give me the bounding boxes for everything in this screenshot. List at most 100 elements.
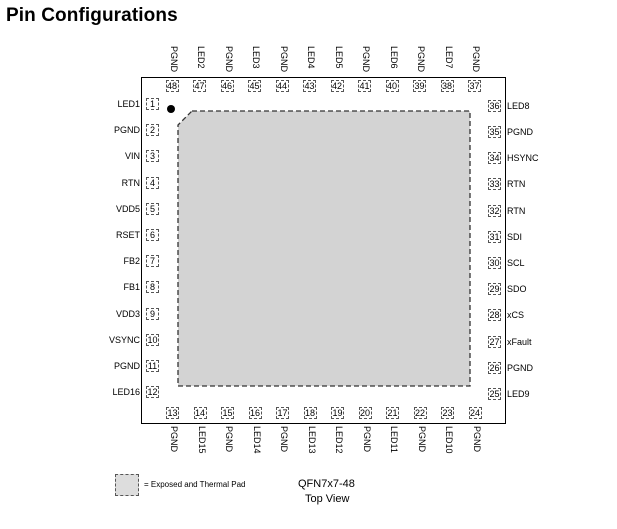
pin-name-label: PGND <box>507 362 534 373</box>
pin-number-box: 5 <box>146 202 159 215</box>
pin-number-box: 37 <box>468 80 481 92</box>
package-name: QFN7x7-48 <box>298 478 355 490</box>
pin-number-box: 31 <box>488 230 501 243</box>
pin-number-box: 24 <box>468 407 482 419</box>
pin-number-box: 44 <box>275 80 289 92</box>
pin-name-label: HSYNC <box>507 153 539 164</box>
pin-number-box: 46 <box>220 80 234 92</box>
legend-label: = Exposed and Thermal Pad <box>144 480 246 489</box>
pin-name-label: LED2 <box>196 46 206 69</box>
pin-name-label: LED12 <box>334 426 344 454</box>
pin-name-label: SDO <box>507 284 527 295</box>
pin-name-label: LED16 <box>112 387 140 398</box>
pin-name-label: LED14 <box>251 426 262 454</box>
pin-name-label: PGND <box>416 426 427 453</box>
pin-name-label: PGND <box>507 127 534 137</box>
pin-number-box: 9 <box>146 307 159 320</box>
pin-number-box: 18 <box>303 407 317 419</box>
pin-name-label: PGND <box>361 46 371 73</box>
pin-name-label: VDD5 <box>115 203 140 214</box>
pin-name-label: LED15 <box>196 426 207 454</box>
pin-number-box: 32 <box>488 204 501 217</box>
pin-name-label: SDI <box>507 231 523 242</box>
pin-number-box: 28 <box>488 309 501 322</box>
pin-number-box: 38 <box>440 80 454 92</box>
pin-number-box: 26 <box>488 361 501 374</box>
pin-name-label: VIN <box>124 151 140 162</box>
pin-number-box: 34 <box>488 152 501 165</box>
pin-name-label: LED11 <box>389 426 399 453</box>
pin-name-label: LED10 <box>444 426 454 454</box>
pin-name-label: FB2 <box>123 256 140 267</box>
pin-name-label: LED6 <box>388 46 399 69</box>
pin-number-box: 7 <box>146 255 159 268</box>
pin-name-label: PGND <box>168 46 179 73</box>
pin-number-box: 4 <box>146 176 159 189</box>
pin-name-label: VSYNC <box>108 334 140 345</box>
pin-number-box: 47 <box>193 80 206 92</box>
pin-number-box: 30 <box>488 257 501 269</box>
pin-number-box: 15 <box>221 407 234 419</box>
pin-name-label: PGND <box>471 426 482 453</box>
pin-number-box: 2 <box>146 124 159 137</box>
pin-number-box: 33 <box>488 178 501 191</box>
pin-name-label: PGND <box>278 46 289 73</box>
pin-number-box: 8 <box>146 281 159 294</box>
pin-number-box: 6 <box>146 229 159 241</box>
pin-name-label: PGND <box>113 125 140 136</box>
pin-number-box: 45 <box>248 80 261 92</box>
pin-number-box: 20 <box>358 407 372 419</box>
pin-name-label: LED5 <box>333 46 344 69</box>
pin-name-label: PGND <box>471 46 481 73</box>
pin-name-label: PGND <box>113 361 140 371</box>
pin-number-box: 25 <box>488 388 501 400</box>
pin-number-box: 42 <box>330 80 344 92</box>
pin-number-box: 11 <box>146 360 159 372</box>
pin-number-box: 39 <box>413 80 426 92</box>
pin-name-label: PGND <box>279 426 289 453</box>
pin-number-box: 23 <box>441 407 454 419</box>
pin-number-box: 1 <box>146 98 159 110</box>
pin1-indicator-dot <box>167 105 175 113</box>
pin-name-label: RSET <box>115 230 140 240</box>
pin-name-label: PGND <box>224 426 234 453</box>
pin-number-box: 35 <box>488 126 501 138</box>
pin-name-label: LED4 <box>306 46 316 69</box>
pin-number-box: 16 <box>248 407 262 419</box>
pin-name-label: PGND <box>223 46 234 73</box>
pin-name-label: LED7 <box>443 46 454 69</box>
pin-name-label: LED3 <box>251 46 261 69</box>
pin-name-label: LED13 <box>306 426 317 454</box>
thermal-pad-shape <box>177 110 471 387</box>
pin-number-box: 10 <box>146 333 159 346</box>
pin-number-box: 22 <box>413 407 427 419</box>
pin-name-label: RTN <box>507 179 526 190</box>
pin-name-label: RTN <box>121 177 140 188</box>
page-title: Pin Configurations <box>6 5 178 26</box>
pin-name-label: PGND <box>169 426 179 453</box>
pin-number-box: 29 <box>488 283 501 296</box>
pin-name-label: xCS <box>507 310 525 321</box>
pin-number-box: 12 <box>146 386 159 399</box>
pin-name-label: FB1 <box>123 282 140 293</box>
pin-name-label: PGND <box>416 46 426 73</box>
pin-number-box: 17 <box>276 407 289 419</box>
pin-number-box: 48 <box>165 80 179 92</box>
pin-number-box: 19 <box>331 407 344 419</box>
pin-name-label: LED1 <box>117 99 140 109</box>
pin-name-label: RTN <box>507 205 526 216</box>
pin-number-box: 3 <box>146 150 159 163</box>
pin-number-box: 21 <box>386 407 399 419</box>
pin-name-label: VDD3 <box>115 308 140 319</box>
package-view: Top View <box>305 493 350 505</box>
legend-pad-swatch <box>115 474 139 496</box>
pin-number-box: 40 <box>385 80 399 92</box>
pin-number-box: 43 <box>303 80 316 92</box>
pin-name-label: LED8 <box>507 100 530 111</box>
pin-number-box: 41 <box>358 80 371 92</box>
pin-name-label: PGND <box>361 426 372 453</box>
pin-number-box: 27 <box>488 335 501 348</box>
pin-number-box: 13 <box>166 407 179 419</box>
pin-name-label: SCL <box>507 258 525 268</box>
